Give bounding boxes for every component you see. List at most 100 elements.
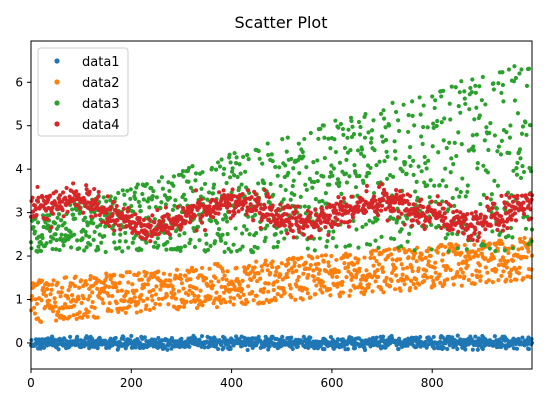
data-point (49, 287, 54, 292)
data-point (351, 262, 357, 267)
data-point (450, 335, 455, 340)
data-point (96, 194, 101, 199)
data-point (104, 271, 109, 276)
data-point (428, 215, 433, 221)
data-point (364, 268, 369, 273)
data-point (282, 290, 287, 295)
data-point (390, 257, 395, 262)
data-point (508, 278, 514, 284)
data-point (364, 183, 370, 188)
x-axis-ticks: 0 200 400 600 800 (27, 369, 444, 390)
data-point (379, 251, 384, 256)
data-point (142, 335, 147, 340)
data-point (260, 268, 265, 273)
data-point (289, 156, 294, 162)
data-point (322, 155, 327, 161)
data-point (320, 208, 325, 213)
data-point (56, 196, 62, 202)
data-point (324, 269, 329, 274)
data-point (294, 284, 299, 289)
data-point (70, 207, 75, 212)
data-point (456, 261, 461, 267)
data-point (183, 273, 188, 278)
data-point (228, 203, 233, 208)
data-point (290, 183, 295, 189)
data-point (286, 170, 291, 175)
data-point (290, 346, 295, 352)
data-point (456, 229, 461, 234)
data-point (223, 215, 229, 220)
data-point (407, 247, 412, 253)
data-point (489, 192, 494, 197)
data-point (130, 282, 135, 287)
data-point (510, 235, 515, 240)
data-point (320, 279, 325, 285)
data-point (304, 266, 309, 271)
data-point (43, 304, 48, 310)
data-point (234, 265, 239, 270)
data-point (399, 262, 404, 267)
data-point (92, 186, 97, 192)
data-point (469, 90, 474, 95)
data-point (348, 148, 353, 153)
data-point (427, 219, 432, 224)
data-point (345, 135, 350, 140)
data-point (150, 298, 155, 303)
data-point (321, 123, 326, 128)
x-tick-label: 800 (421, 376, 444, 390)
data-point (411, 202, 416, 207)
data-point (374, 163, 379, 168)
data-point (304, 165, 309, 170)
data-point (62, 220, 67, 226)
data-point (481, 163, 486, 168)
data-point (520, 335, 525, 340)
data-point (405, 198, 410, 204)
data-point (445, 346, 450, 352)
data-point (323, 190, 328, 196)
data-point (115, 289, 120, 294)
data-point (289, 222, 294, 228)
plot-frame (30, 40, 533, 370)
data-point (303, 182, 308, 187)
data-point (331, 229, 336, 234)
data-point (321, 211, 326, 216)
data-point (241, 292, 246, 297)
data-point (116, 223, 121, 228)
data-point (441, 206, 446, 211)
data-point (111, 199, 116, 205)
data-point (294, 268, 299, 273)
data-point (89, 214, 94, 219)
data-point (270, 159, 275, 164)
data-point (420, 141, 425, 147)
data-point (184, 299, 189, 304)
data-point (515, 254, 521, 259)
data-point (492, 133, 497, 138)
data-point (356, 257, 361, 262)
data-point (84, 245, 89, 250)
data-point (136, 300, 141, 305)
series-data4 (28, 181, 535, 244)
data-point (41, 345, 47, 350)
data-point (150, 213, 155, 218)
data-point (514, 346, 520, 351)
data-point (261, 300, 266, 305)
data-point (220, 276, 225, 282)
data-point (61, 214, 66, 219)
data-point (323, 253, 328, 258)
data-point (377, 159, 382, 164)
data-point (474, 132, 479, 137)
data-point (473, 83, 478, 88)
data-point (80, 236, 85, 241)
data-point (371, 190, 377, 196)
legend-label: data2 (82, 76, 120, 91)
data-point (55, 280, 60, 285)
data-point (284, 228, 289, 233)
data-point (463, 217, 468, 222)
data-point (425, 275, 430, 280)
data-point (44, 286, 50, 292)
data-point (435, 194, 440, 199)
data-point (279, 230, 284, 235)
data-point (438, 202, 443, 207)
data-point (73, 284, 78, 289)
